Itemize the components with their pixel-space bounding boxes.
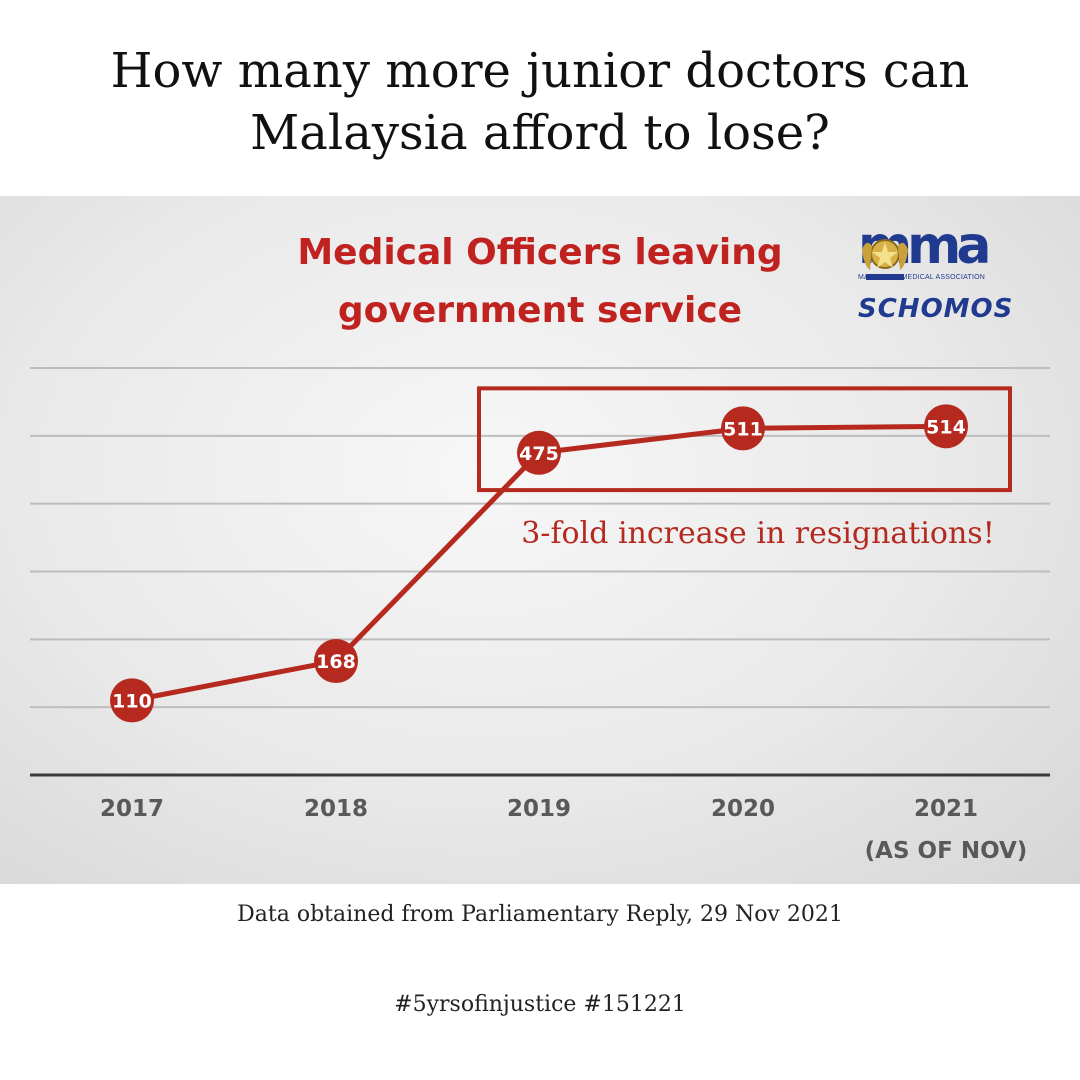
line-chart: 110 168 475 511 514: [30, 367, 1050, 777]
data-label: 110: [112, 690, 152, 712]
chart-title-line-2: government service: [337, 290, 743, 331]
highlight-box: [477, 386, 1012, 493]
x-tick-label: 2017: [99, 796, 164, 822]
x-tick-label: 2021: [913, 796, 978, 822]
data-point: [721, 406, 765, 451]
hashtags: #5yrsofinjustice #151221: [394, 992, 686, 1017]
data-label: 168: [316, 651, 356, 673]
data-point: [314, 639, 358, 684]
mma-logo: mma MALAYSIAN MEDICAL ASSOCIATION: [858, 216, 1038, 290]
chart-title: Medical Officers leaving government serv…: [230, 224, 850, 340]
headline-line-1: How many more junior doctors can: [110, 43, 970, 99]
headline: How many more junior doctors can Malaysi…: [0, 40, 1080, 164]
x-tick-label: 2020: [710, 796, 775, 822]
data-point: [924, 404, 968, 449]
chart-annotation: 3-fold increase in resignations!: [521, 516, 995, 551]
chart-panel: 110 168 475 511 514 Medical Officers leaving…: [0, 196, 1080, 884]
data-label: 475: [519, 443, 559, 465]
x-tick-label: 2018: [303, 796, 368, 822]
data-label: 511: [723, 418, 763, 440]
x-tick-label: 2019: [506, 796, 571, 822]
chart-title-line-1: Medical Officers leaving: [297, 232, 783, 273]
coat-of-arms-icon: [862, 239, 908, 280]
data-point: [110, 678, 154, 723]
source-note: Data obtained from Parliamentary Reply, …: [237, 902, 843, 927]
mma-logo-subtitle: MALAYSIAN MEDICAL ASSOCIATION: [858, 274, 986, 281]
data-point: [517, 430, 561, 475]
headline-line-2: Malaysia afford to lose?: [250, 105, 830, 161]
schomos-logo: SCHOMOS: [858, 294, 1014, 324]
x-tick-sublabel: (AS OF NOV): [864, 838, 1028, 864]
data-label: 514: [926, 416, 966, 438]
